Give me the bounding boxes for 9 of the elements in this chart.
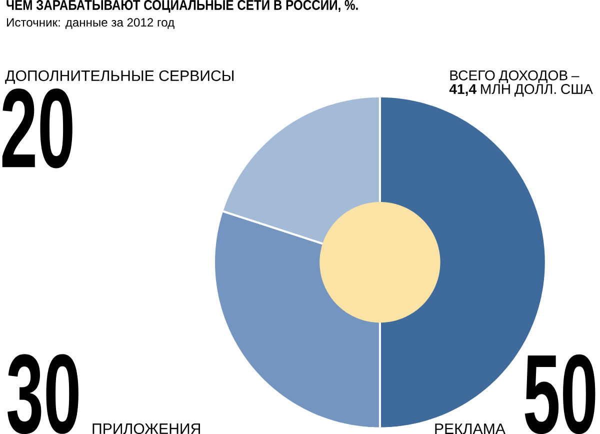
slice-label: РЕКЛАМА xyxy=(435,424,506,434)
data-label: 30 xyxy=(8,354,78,434)
slice-label: ДОПОЛНИТЕЛЬНЫЕ СЕРВИСЫ xyxy=(5,70,234,84)
slice-label: ПРИЛОЖЕНИЯ xyxy=(92,423,200,434)
text: ВСЕГО ДОХОДОВ – 41,4 МЛН ДОЛЛ. США xyxy=(449,70,593,97)
data-label: 20 xyxy=(2,88,72,168)
data-label: 50 xyxy=(524,354,596,434)
chart-subtitle: Источник: данные за 2012 год xyxy=(7,18,174,29)
chart-title: ЧЕМ ЗАРАБАТЫВАЮТ СОЦИАЛЬНЫЕ СЕТИ В РОССИИ, %. xyxy=(6,0,358,13)
